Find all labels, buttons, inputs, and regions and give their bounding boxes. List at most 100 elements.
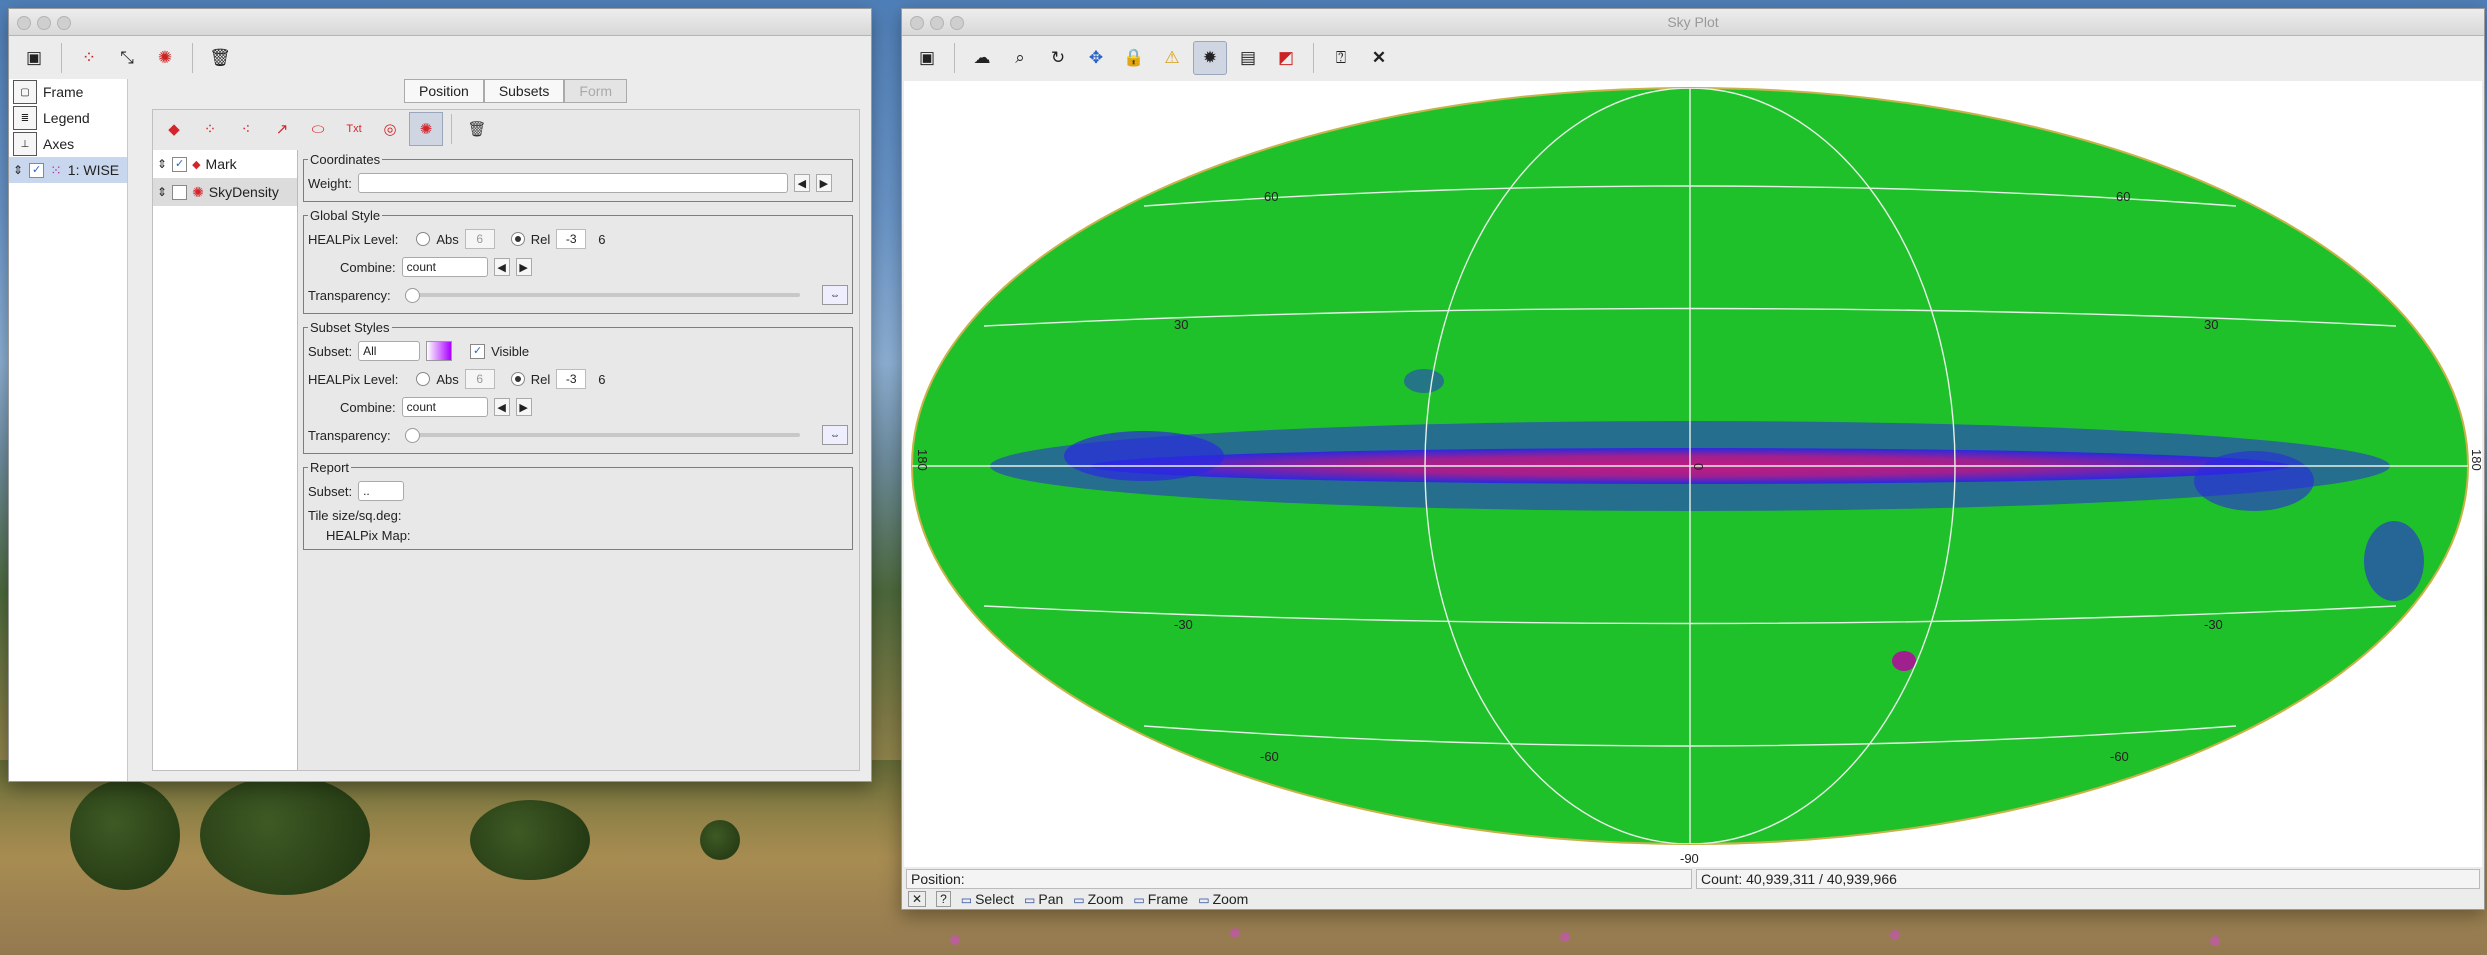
next-arrow-icon[interactable]: ▶ xyxy=(815,174,832,192)
control-window-titlebar xyxy=(9,9,871,36)
tab-form[interactable]: Form xyxy=(564,79,628,103)
vector-icon[interactable]: ↗ xyxy=(275,121,289,138)
window-icon[interactable]: ▣ xyxy=(918,48,936,67)
count-readout: Count: 40,939,311 / 40,939,966 xyxy=(1696,869,2480,889)
status-bar: Position: Count: 40,939,311 / 40,939,966 xyxy=(906,869,2480,889)
control-toolbar: ▣ ⁘ ⤡ ✺ 🗑 xyxy=(9,36,871,80)
subset-label: Subset: xyxy=(308,483,353,499)
hint-label: Zoom xyxy=(1087,891,1124,907)
subset-select[interactable]: All xyxy=(358,341,421,361)
lock-aspect-icon[interactable]: ⚠ xyxy=(1164,48,1180,67)
transparency-slider[interactable] xyxy=(404,428,800,443)
graticule-label: -30 xyxy=(1174,617,1193,632)
hint-help-icon[interactable]: ? xyxy=(936,891,951,907)
mark-icon[interactable]: ◆ xyxy=(168,121,180,138)
rel-label: Rel xyxy=(530,371,551,387)
drag-handle-icon[interactable]: ⇕ xyxy=(157,157,168,171)
add-pair-layer-icon[interactable]: ⤡ xyxy=(120,48,134,67)
maximize-window-button[interactable] xyxy=(57,16,71,30)
mark-icon: ◆ xyxy=(192,158,201,171)
minimize-window-button[interactable] xyxy=(930,16,944,30)
zoom-region-icon[interactable]: ⌕ xyxy=(1015,48,1025,67)
contour-icon[interactable]: ◎ xyxy=(383,121,397,138)
close-window-button[interactable] xyxy=(910,16,924,30)
toolbar-separator xyxy=(954,43,955,73)
rel-radio[interactable] xyxy=(510,372,525,386)
colors-icon[interactable]: ◩ xyxy=(1277,48,1295,67)
tab-position[interactable]: Position xyxy=(404,79,484,103)
abs-radio[interactable] xyxy=(416,232,431,246)
sidebar-item-frame[interactable]: ▢ Frame xyxy=(9,79,127,105)
abs-level-spinner[interactable]: 6 xyxy=(464,229,495,249)
abs-radio[interactable] xyxy=(416,372,431,386)
layer-config: Coordinates Weight: ◀ ▶ Global Style HEA… xyxy=(303,152,853,556)
pan-icon[interactable]: ✥ xyxy=(1088,48,1104,67)
tab-subsets[interactable]: Subsets xyxy=(483,79,565,103)
combine-select[interactable]: count xyxy=(401,257,488,277)
density-icon[interactable]: ✺ xyxy=(409,112,443,146)
add-points-layer-icon[interactable]: ⁘ xyxy=(81,48,97,67)
tree-decoration xyxy=(70,780,180,890)
slider-thumb[interactable] xyxy=(404,288,420,303)
label-icon[interactable]: Txt xyxy=(346,123,362,135)
flower-decoration xyxy=(1230,928,1240,938)
layer-visible-checkbox[interactable]: ✓ xyxy=(29,162,45,178)
layer-skydensity-checkbox[interactable] xyxy=(172,184,188,200)
previous-arrow-icon[interactable]: ◀ xyxy=(493,398,510,416)
maximize-window-button[interactable] xyxy=(950,16,964,30)
transparency-label: Transparency: xyxy=(308,287,391,303)
sky-map-svg[interactable]: 60 60 30 30 -30 -30 -60 -60 -90 0 180 18… xyxy=(904,81,2484,867)
slider-thumb[interactable] xyxy=(404,428,420,443)
trash-icon[interactable]: 🗑 xyxy=(467,121,487,138)
next-arrow-icon[interactable]: ▶ xyxy=(515,398,532,416)
previous-arrow-icon[interactable]: ◀ xyxy=(493,258,510,276)
minimize-window-button[interactable] xyxy=(37,16,51,30)
axis-icon[interactable]: ▤ xyxy=(1239,48,1257,67)
weight-field[interactable] xyxy=(357,173,788,193)
layer-row-skydensity[interactable]: ⇕ ✺ SkyDensity xyxy=(153,178,297,206)
hint-close-icon[interactable]: ✕ xyxy=(908,891,927,907)
combine-select[interactable]: count xyxy=(401,397,488,417)
transparency-slider[interactable] xyxy=(404,288,800,303)
abs-level-spinner[interactable]: 6 xyxy=(464,369,495,389)
trash-icon[interactable]: 🗑 xyxy=(209,48,231,67)
visible-checkbox[interactable]: ✓ xyxy=(470,343,486,359)
hint-label: Pan xyxy=(1038,891,1064,907)
drag-handle-icon[interactable]: ⇕ xyxy=(13,163,24,177)
ellipse-icon[interactable]: ⬭ xyxy=(311,120,325,138)
sky-plot-area[interactable]: 60 60 30 30 -30 -30 -60 -60 -90 0 180 18… xyxy=(904,81,2484,867)
sidebar-item-legend[interactable]: ≣ Legend xyxy=(9,105,127,131)
report-subset-select[interactable]: .. xyxy=(358,481,405,501)
sky-grid-icon[interactable]: ✹ xyxy=(1193,41,1227,75)
add-density-layer-icon[interactable]: ✺ xyxy=(157,48,173,67)
flower-decoration xyxy=(2210,936,2220,946)
window-icon[interactable]: ▣ xyxy=(25,48,43,67)
rel-level-spinner[interactable]: -3 xyxy=(556,229,587,249)
help-icon[interactable]: ⍰ xyxy=(1335,48,1347,67)
group-title: Coordinates xyxy=(310,152,381,167)
sidebar-item-axes[interactable]: ⊥ Axes xyxy=(9,131,127,157)
next-arrow-icon[interactable]: ▶ xyxy=(515,258,532,276)
size-icon[interactable]: ⁘ xyxy=(203,121,217,138)
colormap-icon[interactable] xyxy=(426,341,453,361)
transparency-expand-icon[interactable]: ⇔ xyxy=(822,285,848,305)
rotate-icon[interactable]: ↻ xyxy=(1050,48,1066,67)
blob-icon[interactable]: ☁ xyxy=(973,48,991,67)
graticule-label: 30 xyxy=(1174,317,1188,332)
hint-select: ▭ Select xyxy=(961,891,1014,907)
close-icon[interactable]: ✕ xyxy=(1371,48,1387,67)
layer-mark-checkbox[interactable]: ✓ xyxy=(172,156,188,172)
close-window-button[interactable] xyxy=(17,16,31,30)
lock-icon[interactable]: 🔒 xyxy=(1123,48,1145,67)
sidebar-item-wise[interactable]: ⇕ ✓ ⁙ 1: WISE xyxy=(9,157,127,183)
tree-decoration xyxy=(470,800,590,880)
layer-row-mark[interactable]: ⇕ ✓ ◆ Mark xyxy=(153,150,297,178)
rel-level-spinner[interactable]: -3 xyxy=(556,369,587,389)
graticule-label: 60 xyxy=(2116,189,2130,204)
error-icon[interactable]: ⁖ xyxy=(241,121,251,138)
control-window: ▣ ⁘ ⤡ ✺ 🗑 ▢ Frame ≣ Legend ⊥ Axes ⇕ ✓ ⁙ … xyxy=(8,8,872,782)
rel-radio[interactable] xyxy=(510,232,525,246)
drag-handle-icon[interactable]: ⇕ xyxy=(157,185,168,199)
transparency-expand-icon[interactable]: ⇔ xyxy=(822,425,848,445)
previous-arrow-icon[interactable]: ◀ xyxy=(793,174,810,192)
